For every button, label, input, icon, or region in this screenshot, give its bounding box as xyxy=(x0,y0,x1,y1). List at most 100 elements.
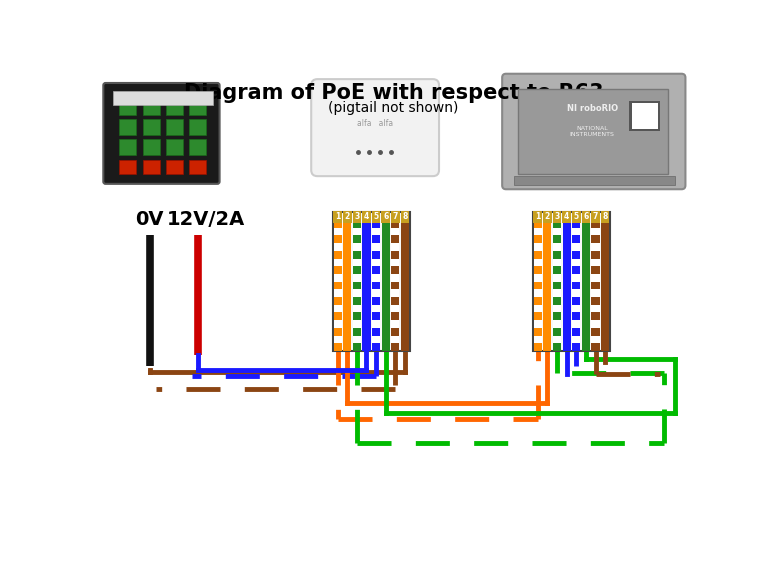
Bar xyxy=(534,220,542,228)
Bar xyxy=(372,343,380,351)
Bar xyxy=(391,343,399,351)
Bar xyxy=(631,103,657,129)
Bar xyxy=(353,343,361,351)
Bar xyxy=(572,282,581,289)
Bar xyxy=(166,99,183,115)
Bar xyxy=(353,266,361,274)
Bar xyxy=(120,99,137,115)
Bar xyxy=(333,343,342,351)
Text: 3: 3 xyxy=(354,213,359,221)
Bar xyxy=(333,312,342,320)
Bar xyxy=(353,282,361,289)
FancyBboxPatch shape xyxy=(502,74,685,190)
Bar xyxy=(591,297,600,305)
Text: 4: 4 xyxy=(564,213,569,221)
Bar xyxy=(553,251,561,259)
Bar xyxy=(553,328,561,336)
Bar xyxy=(333,297,342,305)
Bar xyxy=(514,176,675,185)
Bar xyxy=(391,266,399,274)
Bar xyxy=(362,211,371,223)
Bar xyxy=(562,211,571,223)
Text: NI roboRIO: NI roboRIO xyxy=(567,104,617,113)
Text: 8: 8 xyxy=(402,213,408,221)
Bar xyxy=(572,211,581,223)
Bar xyxy=(333,266,342,274)
Bar xyxy=(591,266,600,274)
Bar xyxy=(143,99,160,115)
Bar xyxy=(591,213,600,351)
Bar xyxy=(534,282,542,289)
Bar xyxy=(534,312,542,320)
Bar xyxy=(189,160,206,174)
Bar xyxy=(333,282,342,289)
Text: 7: 7 xyxy=(392,213,398,221)
Bar xyxy=(372,213,380,351)
Bar xyxy=(581,211,591,223)
Bar xyxy=(591,236,600,243)
Bar xyxy=(120,160,137,174)
Bar xyxy=(553,282,561,289)
Text: 1: 1 xyxy=(335,213,340,221)
Bar xyxy=(372,236,380,243)
Bar xyxy=(353,211,361,223)
Bar xyxy=(553,266,561,274)
Text: 1: 1 xyxy=(535,213,541,221)
Bar xyxy=(401,213,409,351)
Bar xyxy=(572,251,581,259)
Bar xyxy=(572,328,581,336)
Bar xyxy=(166,119,183,135)
Bar xyxy=(534,297,542,305)
Bar xyxy=(189,99,206,115)
Bar xyxy=(591,343,600,351)
Bar xyxy=(391,236,399,243)
Bar xyxy=(572,213,581,351)
Bar xyxy=(372,282,380,289)
Bar xyxy=(391,213,399,351)
Bar xyxy=(391,211,399,223)
Bar xyxy=(372,211,380,223)
Bar xyxy=(534,213,542,351)
Bar xyxy=(401,211,409,223)
Bar xyxy=(572,297,581,305)
Bar xyxy=(143,119,160,135)
Bar xyxy=(572,343,581,351)
Bar xyxy=(629,101,660,131)
Bar xyxy=(572,220,581,228)
Bar xyxy=(333,328,342,336)
Bar xyxy=(572,236,581,243)
Text: 5: 5 xyxy=(373,213,379,221)
Bar xyxy=(553,220,561,228)
Text: 7: 7 xyxy=(593,213,598,221)
Bar xyxy=(601,213,609,351)
Bar xyxy=(533,213,610,351)
Bar xyxy=(333,213,410,351)
Bar xyxy=(120,139,137,154)
FancyBboxPatch shape xyxy=(104,83,220,184)
Bar xyxy=(553,312,561,320)
Bar xyxy=(333,236,342,243)
Text: 8: 8 xyxy=(602,213,607,221)
Bar xyxy=(166,160,183,174)
Bar xyxy=(572,312,581,320)
Bar xyxy=(362,213,370,351)
Text: 4: 4 xyxy=(364,213,369,221)
Bar xyxy=(372,312,380,320)
Bar xyxy=(591,312,600,320)
Text: NATIONAL
INSTRUMENTS: NATIONAL INSTRUMENTS xyxy=(570,126,614,137)
Bar xyxy=(591,282,600,289)
Bar xyxy=(372,266,380,274)
Text: 2: 2 xyxy=(345,213,350,221)
Text: (pigtail not shown): (pigtail not shown) xyxy=(329,101,458,115)
Bar xyxy=(572,266,581,274)
Bar xyxy=(553,211,561,223)
Bar xyxy=(333,251,342,259)
Bar xyxy=(353,251,361,259)
Bar xyxy=(534,343,542,351)
Bar xyxy=(333,220,342,228)
Bar xyxy=(391,328,399,336)
Bar xyxy=(353,236,361,243)
Bar xyxy=(353,328,361,336)
Text: 5: 5 xyxy=(574,213,579,221)
Bar xyxy=(534,266,542,274)
